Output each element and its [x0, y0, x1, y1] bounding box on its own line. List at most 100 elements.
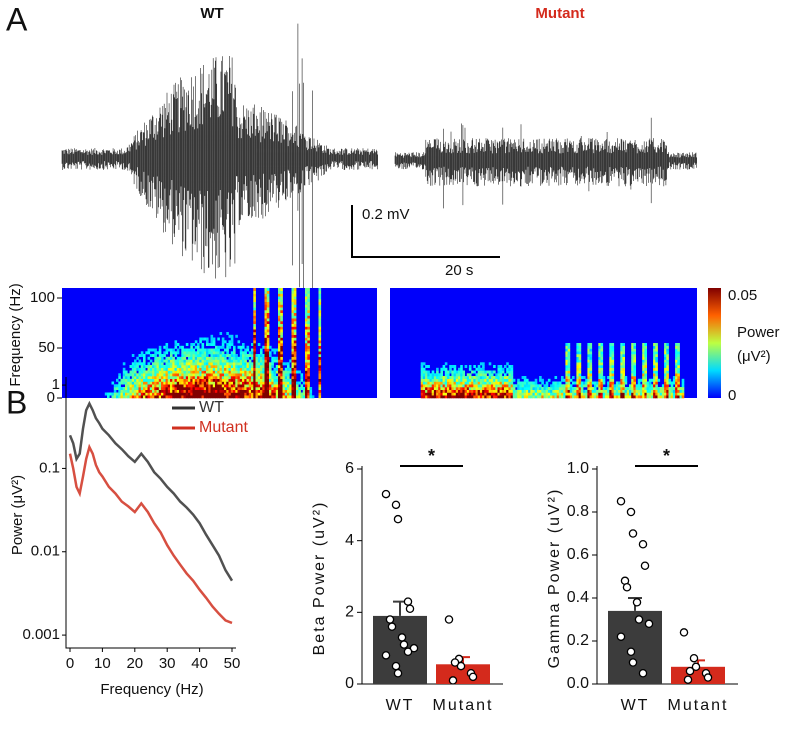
spectrogram-cell: [284, 376, 288, 379]
spectrogram-cell: [291, 367, 295, 371]
spectrogram-cell: [226, 351, 229, 355]
spectrogram-cell: [208, 373, 211, 377]
spectrogram-cell: [604, 387, 608, 390]
spectrogram-cell: [210, 392, 214, 396]
spectrogram-cell: [598, 356, 601, 360]
spectrogram-cell: [291, 348, 295, 352]
spectrogram-cell: [429, 389, 433, 393]
spectrogram-cell: [422, 384, 426, 388]
spectrogram-cell: [174, 378, 178, 382]
spectrogram-cell: [170, 381, 173, 385]
spectrogram-cell: [600, 356, 604, 360]
spectrogram-cell: [504, 384, 507, 388]
spectrogram-cell: [201, 376, 205, 379]
spectrogram-cell: [554, 376, 558, 379]
spectrogram-cell: [244, 362, 247, 366]
spectrogram-cell: [629, 384, 632, 388]
spectrogram-cell: [269, 362, 272, 366]
spectrogram-cell: [677, 348, 680, 352]
spectrogram-cell: [468, 392, 472, 396]
spectrogram-cell: [534, 395, 538, 399]
spectrogram-cell: [161, 359, 164, 363]
spectrogram-cell: [620, 384, 623, 388]
spectrogram-cell: [253, 288, 256, 291]
spectrogram-cell: [618, 395, 621, 399]
spectrogram-cell: [504, 395, 507, 399]
spectrogram-cell: [118, 395, 121, 399]
spectrogram-cell: [255, 373, 259, 377]
spectrogram-cell: [422, 395, 426, 399]
spectrogram-cell: [293, 293, 297, 297]
spectrogram-cell: [644, 359, 647, 363]
spectrogram-cell: [455, 392, 459, 396]
spectrogram-cell: [633, 373, 636, 377]
spectrogram-cell: [433, 395, 437, 399]
spectrogram-cell: [484, 384, 487, 388]
spectrogram-cell: [219, 381, 223, 385]
spectrogram-cell: [291, 299, 295, 302]
spectrogram-cell: [287, 389, 290, 393]
spectrogram-cell: [653, 387, 656, 390]
spectrogram-cell: [147, 370, 151, 374]
spectrogram-cell: [425, 387, 428, 390]
spectrogram-cell: [201, 373, 205, 377]
spectrogram-cell: [197, 367, 200, 371]
spectrogram-cell: [618, 384, 621, 388]
spectrogram-cell: [291, 356, 295, 360]
spectrogram-cell: [264, 389, 268, 393]
spectrogram-cell: [451, 373, 454, 377]
spectrogram-cell: [567, 381, 571, 385]
spectrogram-cell: [244, 392, 247, 396]
spectrogram-cell: [165, 373, 169, 377]
spectrogram-cell: [255, 367, 259, 371]
spectrogram-cell: [138, 354, 142, 357]
spectrogram-cell: [266, 310, 270, 313]
spectrogram-cell: [490, 376, 494, 379]
spectrogram-cell: [642, 370, 645, 374]
spectrogram-cell: [271, 370, 274, 374]
spectrogram-cell: [318, 326, 322, 330]
spectrogram-cell: [291, 315, 295, 319]
spectrogram-cell: [172, 395, 175, 399]
spectrogram-cell: [565, 373, 568, 377]
spectrogram-cell: [174, 387, 178, 390]
spectrogram-cell: [280, 348, 283, 352]
spectrogram-cell: [433, 387, 437, 390]
spectrogram-cell: [233, 381, 236, 385]
spectrogram-cell: [176, 351, 180, 355]
spectrogram-cell: [158, 376, 162, 379]
spectrogram-cell: [611, 356, 615, 360]
spectrogram-cell: [672, 392, 676, 396]
spectrogram-cell: [226, 354, 229, 357]
spectrogram-cell: [143, 384, 146, 388]
spectrogram-cell: [197, 378, 200, 382]
spectrogram-cell: [495, 378, 498, 382]
spectrogram-cell: [212, 370, 216, 374]
spectrogram-cell: [305, 343, 308, 346]
y-tick-label: 0.6: [567, 546, 589, 563]
spectrogram-cell: [224, 395, 227, 399]
spectrogram-cell: [156, 367, 160, 371]
spectrogram-cell: [653, 384, 656, 388]
spectrogram-cell: [122, 381, 126, 385]
spectrogram-cell: [471, 387, 474, 390]
spectrogram-cell: [194, 392, 198, 396]
spectrogram-cell: [305, 362, 308, 366]
spectrogram-cell: [587, 384, 590, 388]
spectrogram-cell: [576, 392, 579, 396]
spectrogram-cell: [580, 392, 584, 396]
spectrogram-cell: [197, 365, 200, 368]
spectrogram-cell: [655, 387, 658, 390]
spectrogram-cell: [158, 348, 162, 352]
spectrogram-cell: [305, 354, 308, 357]
spectrogram-cell: [291, 293, 295, 297]
spectrogram-cell: [221, 351, 225, 355]
spectrogram-cell: [201, 337, 205, 341]
spectrogram-cell: [433, 376, 437, 379]
spectrogram-cell: [253, 323, 256, 327]
spectrogram-cell: [585, 384, 588, 388]
spectrogram-cell: [300, 384, 304, 388]
spectrogram-cell: [262, 370, 265, 374]
spectrogram-cell: [653, 356, 656, 360]
spectrogram-cell: [237, 345, 241, 349]
